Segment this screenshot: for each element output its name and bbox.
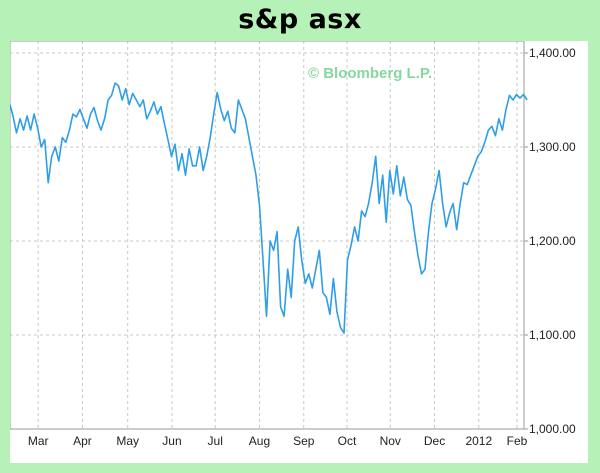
series-group bbox=[10, 82, 528, 334]
x-tick-label: Dec bbox=[424, 434, 445, 448]
y-tick-label: 1,300.00 bbox=[529, 140, 576, 154]
y-tick-label: 1,100.00 bbox=[529, 328, 576, 342]
chart-title: s&p asx bbox=[238, 4, 362, 35]
plot-frame bbox=[10, 41, 525, 430]
x-tick-label: 2012 bbox=[465, 434, 492, 448]
x-tick-label: Sep bbox=[293, 434, 315, 448]
x-tick-label: Jul bbox=[208, 434, 223, 448]
x-tick-label: Jun bbox=[162, 434, 181, 448]
x-tick-label: Mar bbox=[28, 434, 49, 448]
grid bbox=[10, 41, 524, 430]
chart-panel: © Bloomberg L.P. 1,000.00 1,100.00 1,200.0… bbox=[10, 41, 588, 463]
line-chart: © Bloomberg L.P. 1,000.00 1,100.00 1,200.0… bbox=[10, 41, 576, 448]
x-tick-label: Apr bbox=[73, 434, 92, 448]
copyright-watermark: © Bloomberg L.P. bbox=[308, 65, 432, 82]
x-tick-label: Aug bbox=[249, 434, 270, 448]
x-tick-label: Oct bbox=[338, 434, 357, 448]
x-tick-label: Feb bbox=[507, 434, 528, 448]
y-tick-label: 1,400.00 bbox=[529, 46, 576, 60]
series-line bbox=[10, 82, 528, 334]
y-tick-label: 1,200.00 bbox=[529, 234, 576, 248]
y-axis: 1,000.00 1,100.00 1,200.00 1,300.00 1,400.00 bbox=[524, 46, 576, 436]
y-tick-label: 1,000.00 bbox=[529, 422, 576, 436]
x-axis: Mar Apr May Jun Jul Aug Sep Oct Nov Dec 2012 Feb bbox=[28, 434, 528, 448]
x-tick-label: May bbox=[116, 434, 139, 448]
x-tick-label: Nov bbox=[380, 434, 401, 448]
